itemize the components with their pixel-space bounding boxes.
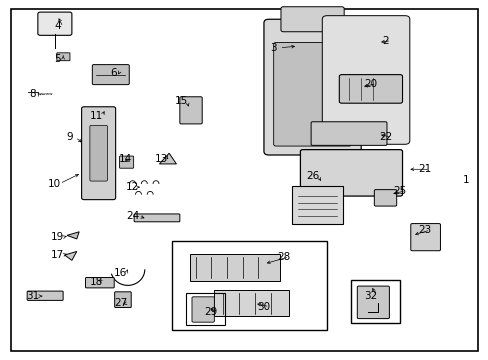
FancyBboxPatch shape <box>115 292 131 307</box>
Text: 14: 14 <box>119 154 132 163</box>
FancyBboxPatch shape <box>27 291 63 300</box>
FancyBboxPatch shape <box>357 286 388 319</box>
FancyBboxPatch shape <box>81 107 116 200</box>
FancyBboxPatch shape <box>214 290 288 316</box>
Text: 28: 28 <box>276 252 289 262</box>
Text: wwww: wwww <box>40 91 53 95</box>
FancyBboxPatch shape <box>192 297 214 322</box>
FancyBboxPatch shape <box>90 125 107 181</box>
Text: 29: 29 <box>203 307 217 317</box>
Text: 25: 25 <box>393 186 406 196</box>
Text: 24: 24 <box>126 211 139 221</box>
Text: 30: 30 <box>257 302 270 312</box>
FancyBboxPatch shape <box>339 75 402 103</box>
FancyBboxPatch shape <box>281 7 344 32</box>
Text: 6: 6 <box>110 68 116 78</box>
Text: 2: 2 <box>382 36 388 46</box>
Polygon shape <box>159 153 176 164</box>
Bar <box>171 241 326 330</box>
Text: 16: 16 <box>114 268 127 278</box>
Text: 13: 13 <box>155 154 168 163</box>
FancyBboxPatch shape <box>410 224 440 251</box>
Text: 22: 22 <box>378 132 391 142</box>
FancyBboxPatch shape <box>57 53 70 61</box>
Text: 17: 17 <box>51 250 64 260</box>
Text: 9: 9 <box>66 132 73 142</box>
Text: 32: 32 <box>364 291 377 301</box>
Text: 18: 18 <box>89 277 102 287</box>
FancyBboxPatch shape <box>264 19 361 155</box>
Bar <box>351 280 399 323</box>
Text: 19: 19 <box>51 232 64 242</box>
Text: 8: 8 <box>30 89 36 99</box>
FancyBboxPatch shape <box>134 214 180 222</box>
FancyBboxPatch shape <box>38 12 72 35</box>
Text: 21: 21 <box>417 164 430 174</box>
FancyBboxPatch shape <box>85 278 114 288</box>
Text: 11: 11 <box>89 111 102 121</box>
Text: 31: 31 <box>26 291 40 301</box>
FancyBboxPatch shape <box>180 97 202 124</box>
FancyBboxPatch shape <box>119 156 133 168</box>
FancyBboxPatch shape <box>190 254 279 281</box>
FancyBboxPatch shape <box>92 64 129 85</box>
Text: 5: 5 <box>54 54 61 64</box>
Polygon shape <box>67 232 79 239</box>
Text: 26: 26 <box>305 171 319 181</box>
Text: 15: 15 <box>174 96 187 107</box>
Text: 10: 10 <box>47 179 61 189</box>
FancyBboxPatch shape <box>291 186 342 224</box>
FancyBboxPatch shape <box>310 122 386 145</box>
Text: 20: 20 <box>364 78 377 89</box>
Text: 27: 27 <box>114 298 127 308</box>
Text: 23: 23 <box>417 225 430 235</box>
FancyBboxPatch shape <box>273 42 351 146</box>
Polygon shape <box>64 251 77 260</box>
FancyBboxPatch shape <box>373 190 396 206</box>
Text: 3: 3 <box>270 43 276 53</box>
Bar <box>186 293 224 325</box>
Text: 12: 12 <box>126 182 139 192</box>
Text: 1: 1 <box>462 175 468 185</box>
FancyBboxPatch shape <box>322 16 409 144</box>
FancyBboxPatch shape <box>300 150 402 196</box>
Text: 4: 4 <box>54 21 61 31</box>
